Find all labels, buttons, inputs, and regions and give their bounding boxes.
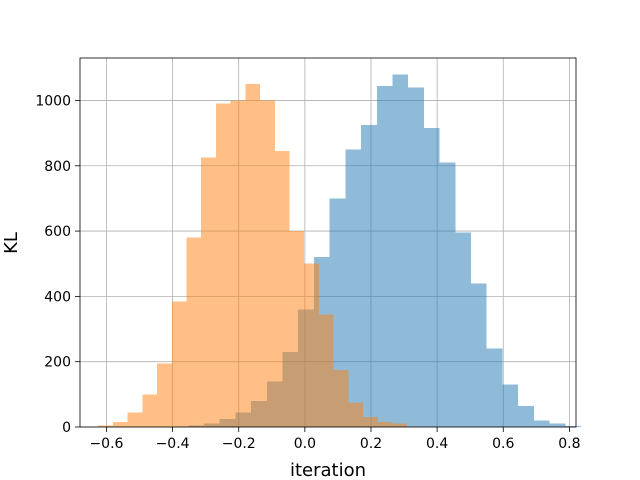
x-axis-label: iteration [290,460,366,480]
x-tick-label: 0.6 [492,436,514,452]
histogram-bar [423,128,440,428]
axes-frame [79,57,577,428]
histogram-bar [245,84,261,427]
x-tick-label: 0.4 [426,436,448,452]
histogram-bar [392,74,409,428]
histogram-bar [289,231,305,427]
histogram-bar [171,301,187,427]
histogram-bar [318,314,334,427]
histogram-bar [502,384,519,427]
y-tick-label: 0 [62,420,71,436]
x-tick-label: 0.8 [558,436,580,452]
x-axis-ticks: −0.6 −0.4 −0.2 0.0 0.2 0.4 0.6 0.8 [89,427,581,452]
histogram-series-2 [98,84,422,428]
histogram-bar [408,87,424,428]
histogram-bar [127,412,143,427]
histogram-bar [112,422,128,427]
histogram-bar [304,263,319,427]
histogram-bar [157,363,172,427]
x-tick-label: −0.6 [89,436,123,452]
histogram-bar [533,420,550,427]
histogram-bar [274,151,290,427]
plot-frame [79,57,577,428]
histogram-bar [348,402,364,427]
histogram-bar [486,348,503,427]
y-axis-label: KL [1,232,22,254]
y-axis-ticks: 0 200 400 600 800 1000 [35,93,80,436]
histogram-bar [361,124,377,427]
y-tick-label: 800 [44,159,71,175]
histogram-bars [98,74,581,428]
histogram-bar [439,162,456,427]
histogram-bar [142,394,158,427]
histogram-bar [186,237,202,427]
histogram-bar [98,425,113,427]
x-tick-label: 0.2 [360,436,382,452]
x-tick-label: −0.2 [222,436,256,452]
histogram-bar [549,423,566,427]
y-tick-label: 400 [44,289,71,305]
histogram-bar [565,426,581,427]
histogram-bar [455,232,472,427]
histogram-bar [215,103,231,428]
histogram-bar [471,283,487,427]
y-tick-label: 600 [44,224,71,240]
y-tick-label: 1000 [35,93,71,109]
histogram-bar [376,85,393,427]
histogram-bar [230,100,246,427]
histogram-bar [345,149,362,427]
x-tick-label: −0.4 [156,436,190,452]
histogram-bar [333,369,349,427]
histogram-bar [518,405,534,427]
histogram-bar [392,423,408,427]
histogram-bar [363,417,378,427]
histogram-bar [377,422,393,427]
histogram-bar [201,157,216,427]
x-tick-label: 0.0 [294,436,316,452]
histogram-bar [260,100,275,427]
y-tick-label: 200 [44,355,71,371]
